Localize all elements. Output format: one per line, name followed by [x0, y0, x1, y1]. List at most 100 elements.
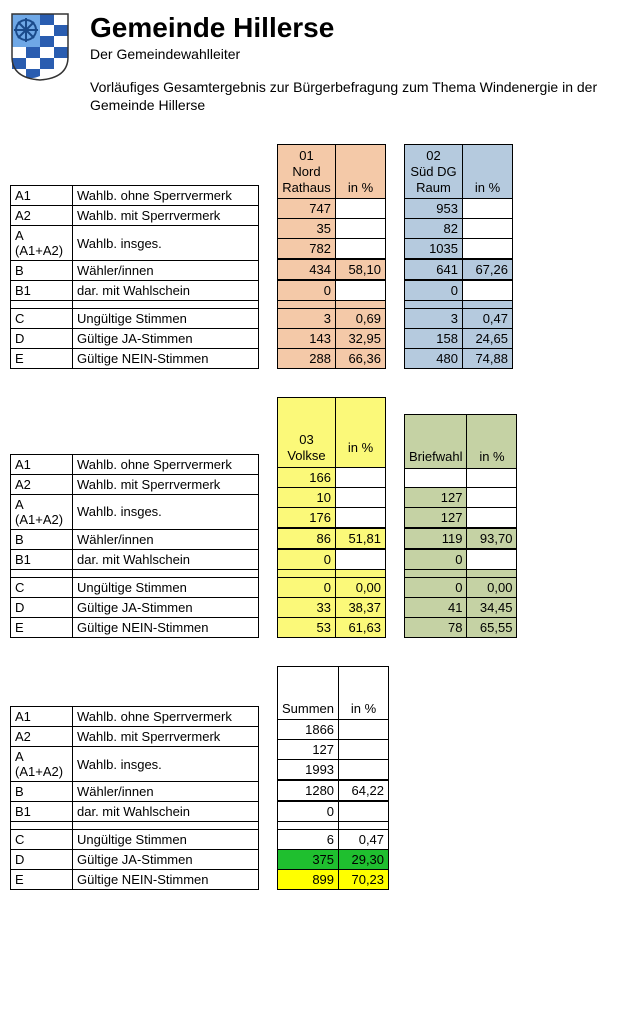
intro-text: Vorläufiges Gesamtergebnis zur Bürgerbef… [90, 78, 609, 114]
value-cell: 899 [278, 870, 339, 890]
data-block: Briefwahlin %12712711993,70000,004134,45… [404, 414, 517, 638]
page-title: Gemeinde Hillerse [90, 12, 609, 44]
value-cell: 127 [405, 487, 467, 507]
pct-cell: 32,95 [336, 329, 386, 349]
pct-cell [467, 549, 517, 570]
value-cell: 158 [405, 329, 463, 349]
value-cell: 1035 [405, 239, 463, 260]
labels-column: A1Wahlb. ohne SperrvermerkA2Wahlb. mit S… [10, 706, 259, 890]
value-cell: 747 [278, 199, 336, 219]
labels-column: A1Wahlb. ohne SperrvermerkA2Wahlb. mit S… [10, 454, 259, 638]
row-desc: Ungültige Stimmen [73, 309, 259, 329]
pct-cell [463, 199, 513, 219]
value-cell: 953 [405, 199, 463, 219]
pct-cell: 0,00 [467, 577, 517, 597]
row-code: A2 [11, 727, 73, 747]
pct-cell [336, 199, 386, 219]
data-block: Summenin %18661271993128064,22060,473752… [277, 666, 389, 891]
data-block: 03 Volksein %166101768651,81000,003338,3… [277, 397, 386, 637]
pct-cell: 66,36 [336, 349, 386, 369]
value-cell: 782 [278, 239, 336, 260]
results-section: A1Wahlb. ohne SperrvermerkA2Wahlb. mit S… [10, 397, 609, 637]
row-desc: Wähler/innen [73, 529, 259, 549]
row-desc: Wahlb. ohne Sperrvermerk [73, 454, 259, 474]
pct-cell [339, 801, 389, 822]
row-desc: Ungültige Stimmen [73, 830, 259, 850]
row-code: A2 [11, 474, 73, 494]
data-block: 01NordRathausin %7473578243458,10030,691… [277, 144, 386, 369]
pct-cell: 93,70 [467, 528, 517, 549]
pct-cell: 61,63 [336, 617, 386, 637]
value-cell: 82 [405, 219, 463, 239]
row-desc: Ungültige Stimmen [73, 577, 259, 597]
pct-cell: 38,37 [336, 597, 386, 617]
row-desc: Gültige JA-Stimmen [73, 597, 259, 617]
pct-cell [336, 280, 386, 301]
pct-cell [336, 487, 386, 507]
row-code: C [11, 309, 73, 329]
value-cell: 0 [278, 549, 336, 570]
row-code: A (A1+A2) [11, 494, 73, 529]
block-header: 02Süd DGRaum [405, 145, 463, 199]
value-cell: 53 [278, 617, 336, 637]
row-desc: Wahlb. insges. [73, 747, 259, 782]
value-cell: 1280 [278, 780, 339, 801]
pct-cell [463, 239, 513, 260]
value-cell: 0 [278, 280, 336, 301]
pct-header: in % [339, 666, 389, 720]
pct-header: in % [463, 145, 513, 199]
pct-cell [467, 468, 517, 487]
value-cell: 0 [278, 577, 336, 597]
results-container: A1Wahlb. ohne SperrvermerkA2Wahlb. mit S… [10, 144, 609, 890]
row-desc: Wahlb. insges. [73, 494, 259, 529]
row-code: B [11, 261, 73, 281]
value-cell: 3 [278, 309, 336, 329]
pct-cell: 24,65 [463, 329, 513, 349]
pct-cell [336, 507, 386, 528]
row-desc: Gültige NEIN-Stimmen [73, 349, 259, 369]
pct-cell: 0,47 [339, 830, 389, 850]
row-code: B1 [11, 281, 73, 301]
value-cell: 6 [278, 830, 339, 850]
page-header: Gemeinde Hillerse Der Gemeindewahlleiter… [10, 12, 609, 134]
row-desc: Gültige JA-Stimmen [73, 850, 259, 870]
value-cell: 0 [405, 280, 463, 301]
row-desc: Wahlb. ohne Sperrvermerk [73, 186, 259, 206]
pct-cell: 51,81 [336, 528, 386, 549]
value-cell: 41 [405, 597, 467, 617]
pct-cell [336, 219, 386, 239]
value-cell: 86 [278, 528, 336, 549]
value-cell: 10 [278, 487, 336, 507]
value-cell: 288 [278, 349, 336, 369]
row-code: E [11, 617, 73, 637]
row-desc: dar. mit Wahlschein [73, 802, 259, 822]
pct-cell: 64,22 [339, 780, 389, 801]
pct-cell: 65,55 [467, 617, 517, 637]
block-header: Summen [278, 666, 339, 720]
pct-cell: 0,69 [336, 309, 386, 329]
value-cell: 3 [405, 309, 463, 329]
row-desc: Wahlb. mit Sperrvermerk [73, 727, 259, 747]
row-code: D [11, 850, 73, 870]
value-cell: 0 [405, 577, 467, 597]
value-cell: 166 [278, 467, 336, 487]
row-desc: Gültige NEIN-Stimmen [73, 617, 259, 637]
value-cell: 1866 [278, 720, 339, 740]
row-code: A2 [11, 206, 73, 226]
row-code: A (A1+A2) [11, 747, 73, 782]
results-section: A1Wahlb. ohne SperrvermerkA2Wahlb. mit S… [10, 666, 609, 891]
row-code: A1 [11, 707, 73, 727]
pct-cell: 67,26 [463, 259, 513, 280]
row-desc: Gültige NEIN-Stimmen [73, 870, 259, 890]
row-code: A (A1+A2) [11, 226, 73, 261]
pct-cell: 0,47 [463, 309, 513, 329]
value-cell: 434 [278, 259, 336, 280]
pct-cell [463, 280, 513, 301]
block-header: Briefwahl [405, 414, 467, 468]
value-cell: 1993 [278, 760, 339, 781]
data-block: 02Süd DGRaumin %95382103564167,26030,471… [404, 144, 513, 369]
results-section: A1Wahlb. ohne SperrvermerkA2Wahlb. mit S… [10, 144, 609, 369]
pct-cell [339, 720, 389, 740]
pct-cell: 74,88 [463, 349, 513, 369]
row-desc: Wähler/innen [73, 261, 259, 281]
